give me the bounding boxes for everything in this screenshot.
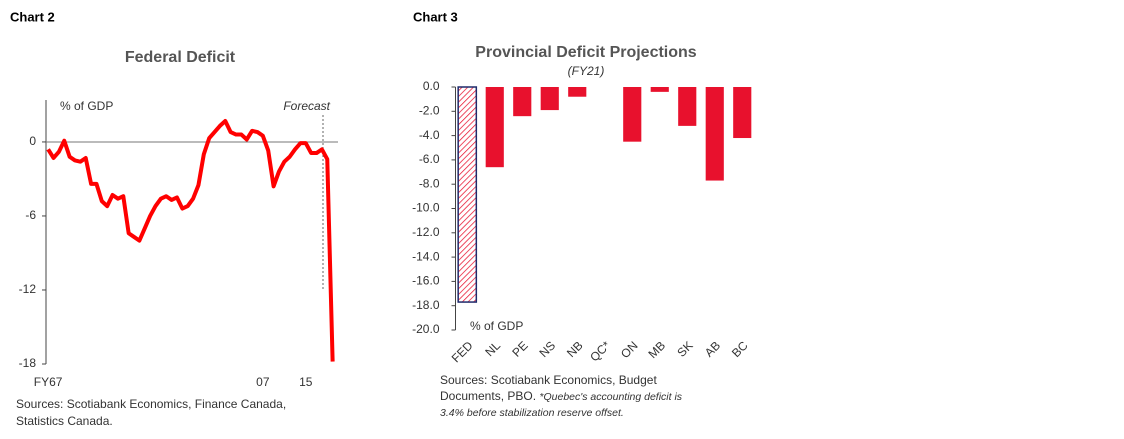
x-tick-label: NS	[536, 338, 558, 360]
y-tick-label: -16.0	[412, 274, 440, 288]
x-tick-label: MB	[645, 338, 668, 361]
x-tick-label: 15	[299, 375, 313, 389]
y-tick-label: -10.0	[412, 201, 440, 215]
note: *Quebec's accounting deficit is	[539, 391, 682, 403]
x-tick-label: QC*	[587, 338, 613, 364]
x-tick-label: 07	[256, 375, 270, 389]
bar	[485, 87, 504, 168]
note: 3.4% before stabilization reserve offset…	[440, 407, 624, 419]
chart-label: Chart 3	[413, 9, 458, 24]
sources: Sources: Scotiabank Economics, Finance C…	[16, 397, 286, 411]
axis-label: % of GDP	[60, 99, 113, 113]
y-tick-label: -2.0	[419, 103, 440, 117]
x-tick-label: SK	[674, 338, 695, 359]
y-tick-label: -14.0	[412, 249, 440, 263]
bar	[540, 87, 559, 111]
bar	[568, 87, 587, 97]
y-tick-label: -4.0	[419, 128, 440, 142]
y-tick-label: -12.0	[412, 225, 440, 239]
bar	[623, 87, 642, 142]
y-tick-label: 0.0	[423, 79, 440, 93]
y-tick-label: -18.0	[412, 298, 440, 312]
y-tick-label: -6.0	[419, 152, 440, 166]
bar	[705, 87, 724, 181]
y-tick-label: -6	[25, 208, 36, 222]
sources: Statistics Canada.	[16, 414, 113, 428]
y-tick-label: -20.0	[412, 322, 440, 336]
sources: Sources: Scotiabank Economics, Budget	[440, 373, 657, 387]
bar	[650, 87, 669, 92]
panel	[0, 0, 360, 439]
bar	[733, 87, 752, 139]
x-tick-label: NL	[482, 338, 503, 359]
chart-label: Chart 2	[10, 9, 55, 24]
x-tick-label: ON	[618, 338, 641, 361]
y-tick-label: -18	[19, 356, 37, 370]
x-tick-label: PE	[509, 338, 530, 359]
sources: Documents, PBO. *Quebec's accounting def…	[440, 389, 683, 403]
line	[46, 118, 335, 362]
bar	[457, 86, 478, 303]
x-tick-label: FED	[449, 338, 476, 365]
annotation: Forecast	[283, 99, 330, 113]
chart-subtitle: (FY21)	[568, 64, 605, 78]
x-tick-label: FY67	[34, 375, 63, 389]
bar	[678, 87, 697, 126]
x-tick-label: BC	[729, 338, 751, 360]
bar	[513, 87, 532, 117]
y-tick-label: -12	[19, 282, 37, 296]
sources: Documents, PBO.	[440, 389, 536, 403]
x-tick-label: NB	[564, 338, 586, 360]
y-tick-label: -8.0	[419, 176, 440, 190]
chart-title: Federal Deficit	[125, 49, 236, 66]
axis-label: % of GDP	[470, 319, 523, 333]
chart-title: Provincial Deficit Projections	[475, 44, 697, 61]
y-tick-label: 0	[29, 134, 36, 148]
x-tick-label: AB	[702, 338, 723, 359]
